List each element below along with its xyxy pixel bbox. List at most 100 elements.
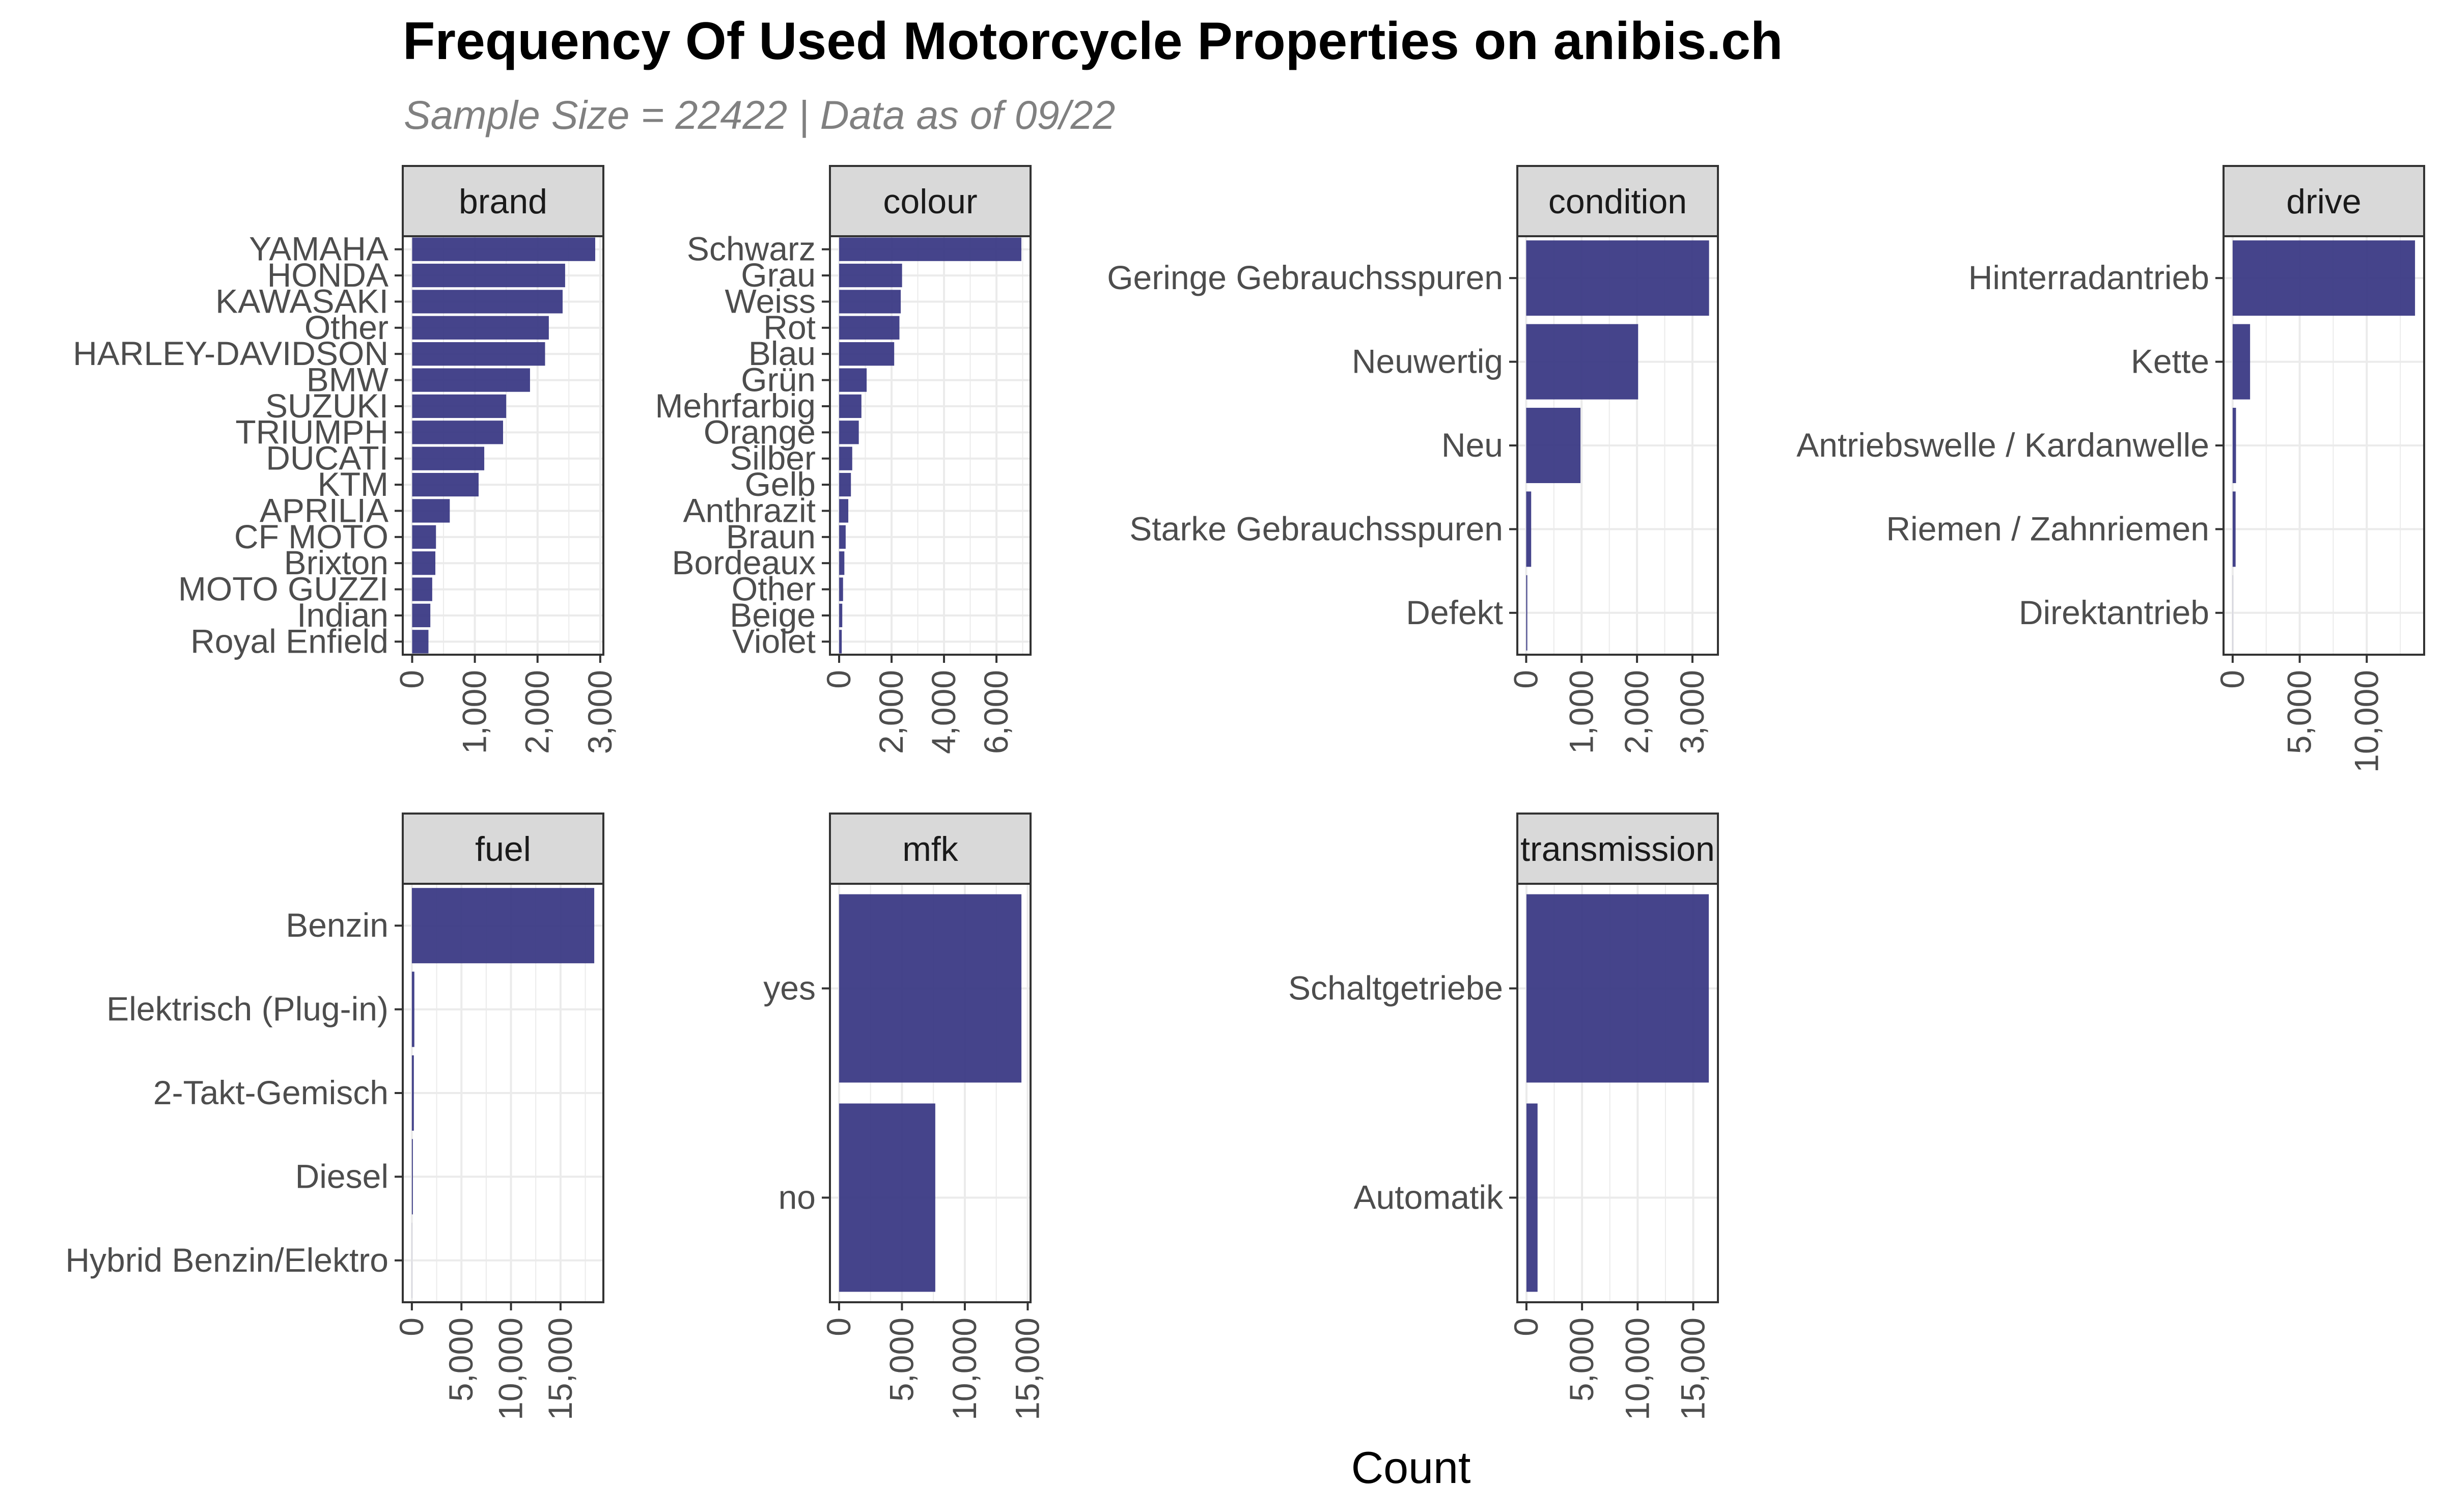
x-tick-label: 0 (2213, 670, 2251, 689)
x-tick-label: 1,000 (1562, 670, 1600, 754)
chart-title: Frequency Of Used Motorcycle Properties … (403, 12, 1783, 71)
bar-colour-9 (839, 472, 851, 497)
facet-strip (1516, 165, 1719, 237)
y-tick-label: yes (763, 969, 816, 1007)
facet-strip-label: drive (2286, 182, 2361, 221)
x-tick-label: 0 (820, 1318, 857, 1336)
y-tick-label: HONDA (267, 256, 388, 294)
bar-brand-12 (412, 551, 436, 575)
facet-panel-drive: drive Hinterradantrieb Kette Antriebswelle … (1796, 165, 2425, 773)
facet-strip (1516, 813, 1719, 885)
bar-brand-6 (412, 394, 507, 418)
y-tick-label: Schwarz (687, 230, 816, 268)
y-tick-label: Silber (730, 439, 816, 477)
y-tick-label: Other (732, 570, 816, 608)
y-tick-label: HARLEY-DAVIDSON (73, 334, 388, 372)
bar-condition-0 (1526, 240, 1709, 316)
bar-condition-3 (1526, 491, 1532, 567)
bar-colour-3 (839, 316, 900, 340)
bar-brand-9 (412, 472, 479, 497)
facet-panel-brand: brand YAMAHAHONDAKAWASAKIOtherHARLEY-DAVI… (73, 165, 619, 754)
y-tick-label: Gelb (745, 465, 816, 503)
y-tick-label: KTM (318, 465, 388, 503)
y-tick-label: Hinterradantrieb (1968, 259, 2209, 296)
x-tick-label: 5,000 (882, 1318, 920, 1402)
bar-brand-5 (412, 368, 530, 392)
bar-fuel-3 (411, 1139, 413, 1215)
facet-strip (402, 165, 604, 237)
bar-drive-0 (2232, 240, 2415, 316)
y-tick-label: Indian (297, 596, 388, 634)
y-tick-label: Riemen / Zahnriemen (1886, 510, 2209, 547)
x-tick-label: 5,000 (2281, 670, 2318, 754)
y-tick-label: Braun (726, 518, 816, 555)
y-tick-label: Schaltgetriebe (1288, 969, 1503, 1007)
y-tick-label: Rot (763, 309, 816, 346)
bar-brand-2 (412, 290, 563, 314)
x-tick-label: 0 (820, 670, 857, 689)
y-tick-label: 2-Takt-Gemisch (153, 1074, 388, 1111)
y-tick-label: Grau (741, 256, 816, 294)
y-tick-label: Blau (748, 334, 816, 372)
x-tick-label: 0 (1507, 670, 1544, 689)
y-tick-label: Antriebswelle / Kardanwelle (1796, 426, 2209, 464)
x-tick-label: 10,000 (1618, 1318, 1656, 1420)
y-tick-label: Violet (732, 622, 816, 660)
bar-colour-13 (839, 577, 843, 601)
bar-colour-0 (839, 237, 1021, 261)
x-tick-label: 10,000 (946, 1318, 983, 1420)
facet-panel-colour: colour SchwarzGrauWeissRotBlauGrünMehrfar… (655, 165, 1032, 754)
facet-panel-transmission: transmission Schaltgetriebe Automatik 0 5,00… (1288, 813, 1719, 1420)
y-tick-label: Elektrisch (Plug-in) (106, 990, 388, 1028)
bar-colour-14 (839, 603, 843, 628)
bar-colour-2 (839, 290, 901, 314)
bar-brand-13 (412, 577, 432, 601)
bar-colour-15 (839, 630, 842, 654)
bar-colour-12 (839, 551, 845, 575)
bar-brand-10 (412, 499, 450, 523)
bar-colour-7 (839, 421, 859, 444)
x-tick-label: 3,000 (581, 670, 619, 754)
y-tick-label: Automatik (1354, 1179, 1504, 1216)
facet-strip (829, 813, 1032, 885)
y-tick-label: APRILIA (260, 491, 388, 529)
x-tick-label: 5,000 (442, 1318, 480, 1402)
bar-brand-8 (412, 446, 485, 470)
facet-strip-label: mfk (902, 830, 959, 869)
bar-transmission-0 (1526, 894, 1709, 1083)
y-tick-label: Weiss (725, 282, 816, 320)
y-tick-label: Grün (741, 361, 816, 399)
x-tick-label: 6,000 (977, 670, 1015, 754)
y-tick-label: Anthrazit (683, 491, 816, 529)
bar-fuel-1 (411, 971, 414, 1047)
facet-strip-label: condition (1548, 182, 1687, 221)
bar-mfk-0 (839, 894, 1022, 1083)
facet-strip (829, 165, 1032, 237)
bar-brand-14 (412, 603, 431, 628)
bar-colour-8 (839, 446, 852, 470)
y-tick-label: TRIUMPH (235, 413, 388, 451)
bar-mfk-1 (839, 1103, 935, 1292)
bar-colour-6 (839, 394, 862, 418)
bar-condition-1 (1526, 324, 1638, 400)
y-tick-label: Other (304, 309, 388, 346)
facet-strip-label: fuel (475, 830, 531, 869)
y-tick-label: no (779, 1179, 816, 1216)
x-tick-label: 4,000 (925, 670, 962, 754)
y-tick-label: Royal Enfield (190, 622, 388, 660)
bar-brand-15 (412, 630, 429, 654)
bar-condition-4 (1526, 575, 1528, 651)
y-tick-label: Brixton (284, 544, 388, 581)
y-tick-label: Defekt (1406, 594, 1503, 631)
y-tick-label: Hybrid Benzin/Elektro (65, 1241, 388, 1279)
bar-brand-4 (412, 342, 545, 366)
x-tick-label: 2,000 (872, 670, 910, 754)
y-tick-label: Diesel (295, 1157, 388, 1195)
y-tick-label: Beige (730, 596, 816, 634)
facet-panel-condition: condition Geringe Gebrauchsspuren Neuwerti… (1107, 165, 1719, 754)
bar-brand-7 (412, 421, 503, 444)
bar-brand-0 (412, 237, 595, 261)
x-tick-label: 15,000 (1674, 1318, 1712, 1420)
bar-colour-11 (839, 525, 846, 549)
